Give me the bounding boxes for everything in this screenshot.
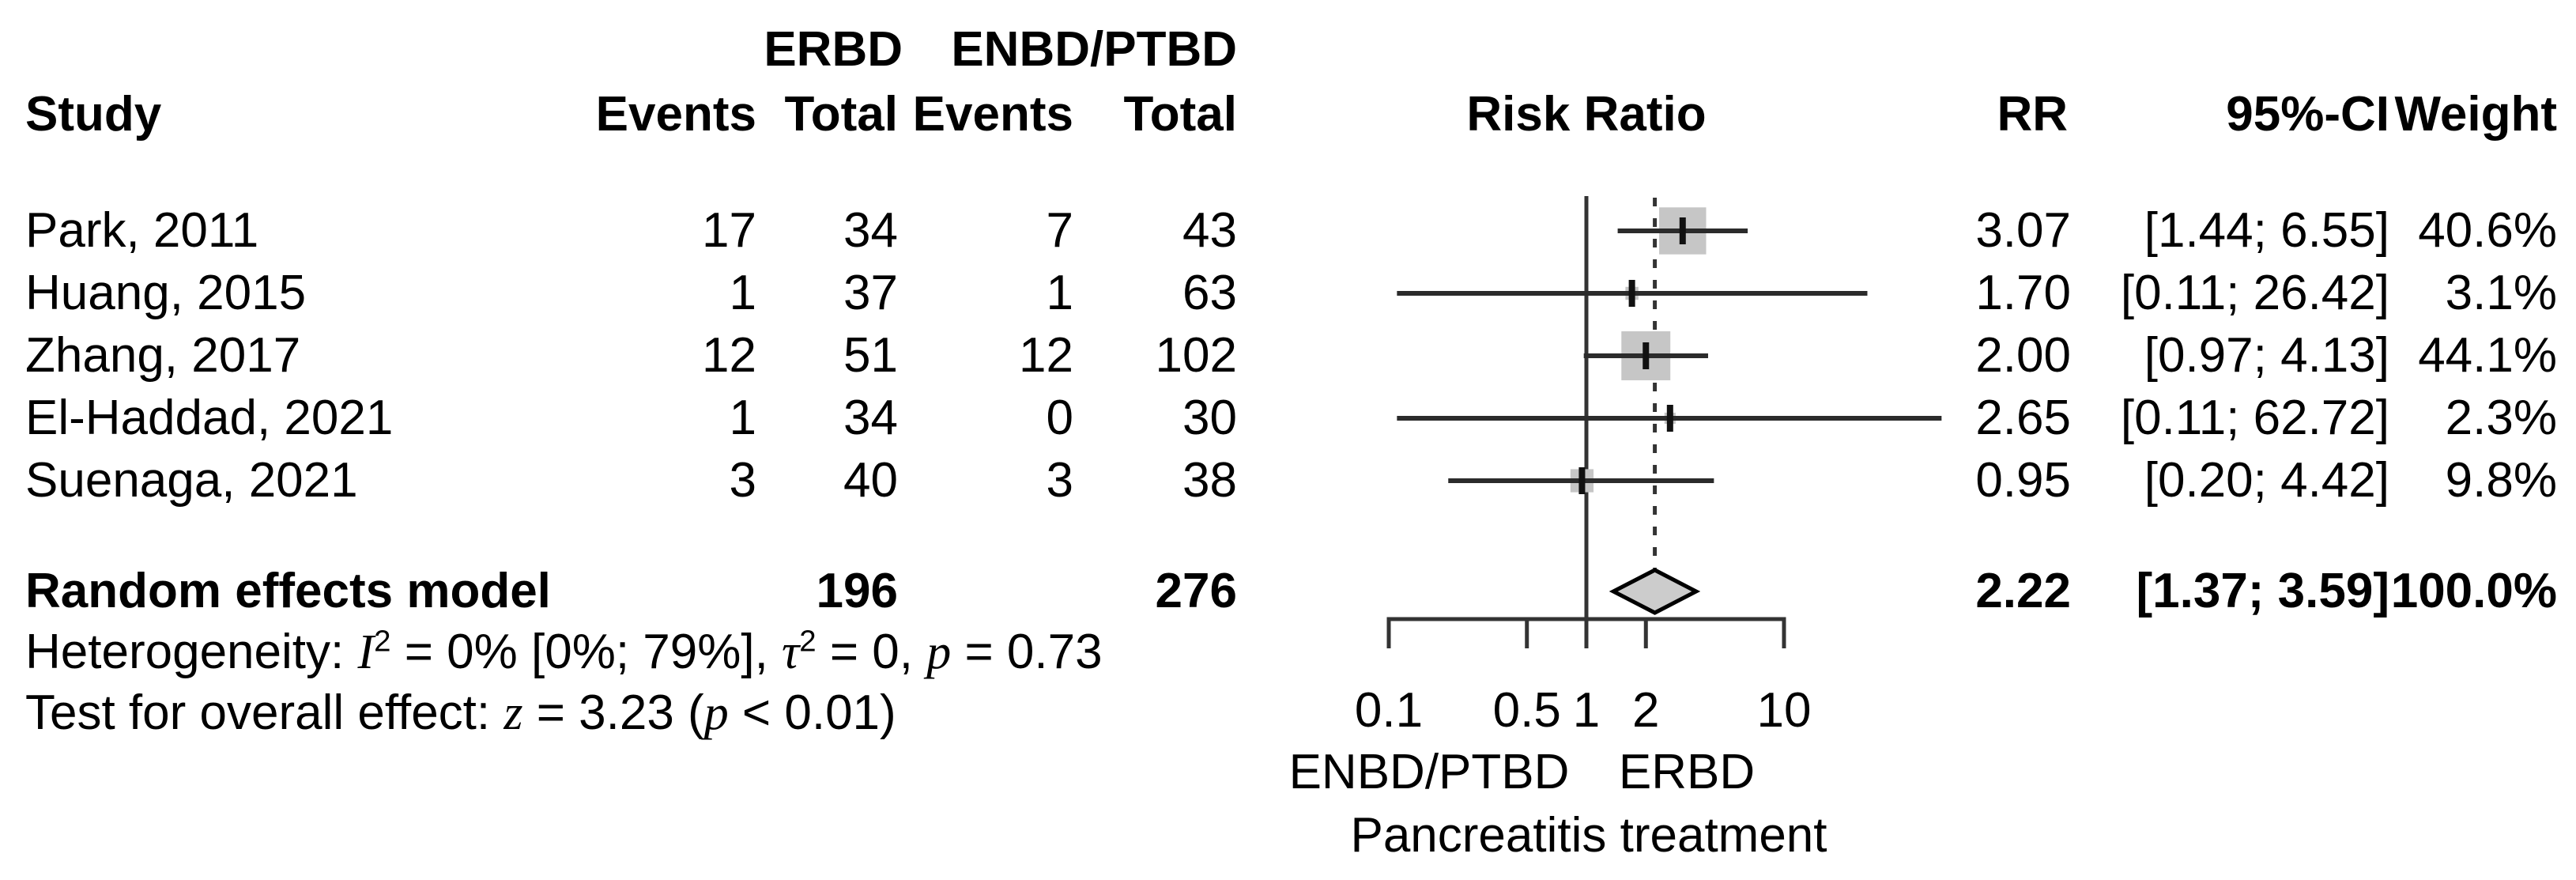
- footnote-segment: = 3.23 (: [522, 685, 704, 740]
- footnote-segment: = 0,: [816, 625, 927, 679]
- weight-value: 9.8%: [2445, 453, 2557, 508]
- erbd-total: 34: [843, 203, 898, 258]
- erbd-total: 40: [843, 453, 898, 508]
- pooled-diamond: [1609, 568, 1701, 615]
- footnote-segment: < 0.01): [728, 685, 896, 740]
- footnote-segment: 2: [374, 624, 391, 659]
- enbd-total: 38: [1182, 453, 1237, 508]
- col-header-ci: 95%-CI: [2226, 87, 2389, 142]
- col-header-erbd-events: Events: [595, 87, 756, 142]
- study-name: El-Haddad, 2021: [25, 391, 394, 445]
- axis-tick-label: 0.5: [1492, 683, 1561, 738]
- axis-right-group-label: ERBD: [1618, 745, 1756, 799]
- study-name: Suenaga, 2021: [25, 453, 358, 508]
- pooled-label: Random effects model: [25, 564, 551, 618]
- pooled-ci: [1.37; 3.59]: [2136, 564, 2389, 618]
- erbd-total: 34: [843, 391, 898, 445]
- point-marker: [1643, 342, 1650, 369]
- study-name: Zhang, 2017: [25, 328, 301, 383]
- axis-tick-label: 10: [1756, 683, 1812, 738]
- study-name: Huang, 2015: [25, 266, 307, 320]
- col-header-risk-ratio: Risk Ratio: [1466, 87, 1707, 142]
- rr-value: 3.07: [1975, 203, 2071, 258]
- col-header-erbd-total: Total: [784, 87, 899, 142]
- erbd-total: 51: [843, 328, 898, 383]
- enbd-total: 102: [1155, 328, 1237, 383]
- footnote-segment: p: [703, 686, 729, 740]
- enbd-events: 1: [1046, 266, 1073, 320]
- point-marker: [1666, 405, 1673, 432]
- col-header-rr: RR: [1997, 87, 2068, 142]
- point-marker: [1679, 217, 1686, 244]
- axis-tick-label: 2: [1632, 683, 1660, 738]
- enbd-events: 7: [1046, 203, 1073, 258]
- pooled-enbd-total: 276: [1155, 564, 1237, 618]
- footnote-segment: τ: [782, 625, 800, 679]
- axis-left-group-label: ENBD/PTBD: [1288, 745, 1570, 799]
- weight-value: 3.1%: [2445, 266, 2557, 320]
- enbd-events: 12: [1019, 328, 1073, 383]
- footnote-segment: z: [504, 686, 523, 740]
- enbd-events: 3: [1046, 453, 1073, 508]
- footnote-segment: 2: [799, 624, 817, 659]
- erbd-events: 12: [702, 328, 756, 383]
- weight-value: 44.1%: [2418, 328, 2557, 383]
- rr-value: 2.65: [1975, 391, 2071, 445]
- erbd-events: 17: [702, 203, 756, 258]
- rr-value: 2.00: [1975, 328, 2071, 383]
- ci-value: [1.44; 6.55]: [2144, 203, 2389, 258]
- weight-square: [1570, 469, 1594, 493]
- footnote-segment: = 0.73: [951, 625, 1103, 679]
- col-group-enbd-ptbd: ENBD/PTBD: [951, 22, 1237, 77]
- pooled-rr: 2.22: [1975, 564, 2071, 618]
- weight-square: [1659, 207, 1707, 255]
- footnote-segment: = 0% [0%; 79%],: [390, 625, 783, 679]
- col-header-enbd-events: Events: [912, 87, 1073, 142]
- ci-value: [0.11; 62.72]: [2120, 391, 2389, 445]
- pooled-erbd-total: 196: [816, 564, 898, 618]
- point-marker: [1578, 467, 1586, 494]
- enbd-total: 63: [1182, 266, 1237, 320]
- col-header-study: Study: [25, 87, 162, 142]
- rr-value: 1.70: [1975, 266, 2071, 320]
- col-header-enbd-total: Total: [1123, 87, 1238, 142]
- axis-title: Pancreatitis treatment: [1350, 808, 1827, 863]
- footnote-segment: I: [357, 625, 375, 679]
- ci-value: [0.11; 26.42]: [2120, 266, 2389, 320]
- ci-value: [0.97; 4.13]: [2144, 328, 2389, 383]
- footnote-segment: Test for overall effect:: [25, 685, 504, 740]
- enbd-events: 0: [1046, 391, 1073, 445]
- weight-value: 40.6%: [2418, 203, 2557, 258]
- weight-square: [1664, 412, 1676, 425]
- overall-effect-note: Test for overall effect: z = 3.23 (p < 0…: [25, 683, 896, 743]
- enbd-total: 30: [1182, 391, 1237, 445]
- col-group-erbd: ERBD: [764, 22, 903, 77]
- erbd-total: 37: [843, 266, 898, 320]
- weight-value: 2.3%: [2445, 391, 2557, 445]
- axis-tick-label: 1: [1572, 683, 1601, 738]
- erbd-events: 1: [729, 391, 756, 445]
- weight-square: [1621, 331, 1671, 380]
- heterogeneity-note: Heterogeneity: I2 = 0% [0%; 79%], τ2 = 0…: [25, 622, 1103, 682]
- enbd-total: 43: [1182, 203, 1237, 258]
- x-axis: [1386, 617, 1786, 648]
- col-header-weight: Weight: [2394, 87, 2558, 142]
- footnote-segment: Heterogeneity:: [25, 625, 358, 679]
- erbd-events: 3: [729, 453, 756, 508]
- footnote-segment: p: [926, 625, 952, 679]
- ci-value: [0.20; 4.42]: [2144, 453, 2389, 508]
- weight-square: [1625, 286, 1639, 300]
- study-name: Park, 2011: [25, 203, 259, 258]
- erbd-events: 1: [729, 266, 756, 320]
- rr-value: 0.95: [1975, 453, 2071, 508]
- pooled-weight: 100.0%: [2390, 564, 2557, 618]
- axis-tick-label: 0.1: [1354, 683, 1424, 738]
- point-marker: [1628, 280, 1635, 307]
